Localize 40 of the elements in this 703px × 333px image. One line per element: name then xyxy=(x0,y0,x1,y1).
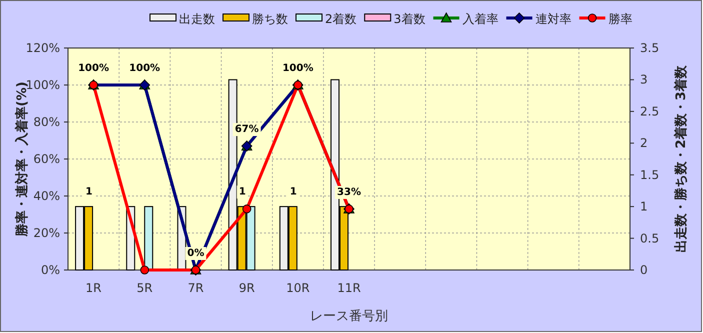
data-label: 1 xyxy=(86,186,93,198)
y2-tick-label: 0 xyxy=(640,263,648,277)
legend-label: 3着数 xyxy=(394,12,426,26)
data-label: 100% xyxy=(129,63,160,74)
x-axis-title: レース番号別 xyxy=(310,309,388,324)
point xyxy=(140,266,150,274)
legend-label: 出走数 xyxy=(179,12,215,26)
data-label: 1 xyxy=(290,186,297,198)
legend-label: 勝ち数 xyxy=(252,12,288,26)
y2-tick-label: 0.5 xyxy=(640,231,660,246)
data-label: 100% xyxy=(282,63,314,74)
y-tick-label: 80% xyxy=(33,115,60,129)
y-tick-label: 20% xyxy=(33,226,60,240)
y-tick-label: 120% xyxy=(26,41,60,55)
data-label: 67% xyxy=(234,124,259,136)
legend-label: 連対率 xyxy=(535,12,572,26)
y2-tick-label: 2 xyxy=(640,136,648,150)
legend-label: 勝率 xyxy=(608,12,632,26)
x-tick-label: 11R xyxy=(337,281,361,295)
y-tick-label: 0% xyxy=(40,263,60,277)
data-label: 33% xyxy=(337,186,361,198)
data-label: 1 xyxy=(238,186,246,198)
y-tick-label: 40% xyxy=(33,189,60,203)
y2-tick-label: 3 xyxy=(640,72,648,87)
legend-label: 2着数 xyxy=(325,12,357,26)
x-tick-label: 5R xyxy=(136,281,153,295)
point xyxy=(242,204,252,214)
y2-tick-label: 2.5 xyxy=(640,104,660,118)
y2-tick-label: 3.5 xyxy=(640,41,660,55)
data-label: 100% xyxy=(78,63,109,74)
x-tick-label: 1R xyxy=(86,281,102,295)
data-label: 0% xyxy=(187,248,204,259)
y2-tick-label: 1 xyxy=(640,200,648,214)
x-tick-label: 10R xyxy=(286,281,310,295)
y2-axis-title: 出走数・勝ち数・2着数・3着数 xyxy=(673,64,689,253)
x-tick-label: 9R xyxy=(238,281,255,295)
legend-label: 入着率 xyxy=(462,12,498,26)
y2-tick-label: 1.5 xyxy=(640,168,660,182)
y-tick-label: 60% xyxy=(33,152,60,166)
x-tick-label: 7R xyxy=(188,281,204,295)
